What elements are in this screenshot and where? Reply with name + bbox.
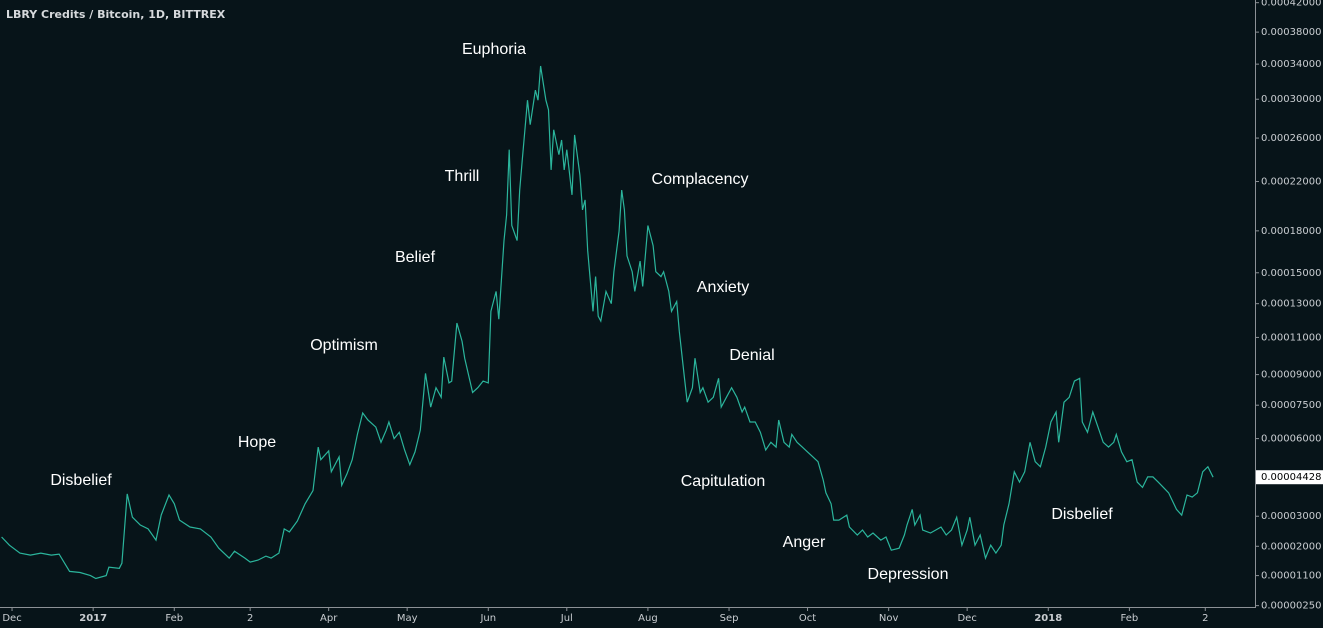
x-tick-label: Feb bbox=[165, 613, 183, 624]
phase-label: Thrill bbox=[445, 168, 480, 185]
phase-label: Euphoria bbox=[462, 41, 526, 58]
x-tick-label: 2 bbox=[247, 613, 253, 624]
y-tick-label: 0.00015000 bbox=[1261, 268, 1321, 279]
phase-label: Denial bbox=[729, 347, 774, 364]
x-tick-label: Dec bbox=[2, 613, 21, 624]
phase-label: Disbelief bbox=[50, 472, 112, 489]
y-tick-label: 0.00013000 bbox=[1261, 299, 1321, 310]
phase-label: Anger bbox=[783, 534, 826, 551]
y-tick-label: 0.00022000 bbox=[1261, 177, 1321, 188]
x-tick-label: 2017 bbox=[79, 613, 107, 624]
y-tick-label: 0.00000250 bbox=[1261, 601, 1321, 612]
chart-title: LBRY Credits / Bitcoin, 1D, BITTREX bbox=[6, 8, 226, 21]
x-tick-label: Aug bbox=[638, 613, 658, 624]
phase-label: Optimism bbox=[310, 337, 378, 354]
y-tick-label: 0.00034000 bbox=[1261, 59, 1321, 70]
x-tick-label: Jul bbox=[560, 613, 573, 624]
phase-label: Disbelief bbox=[1051, 506, 1113, 523]
phase-label: Complacency bbox=[652, 171, 749, 188]
y-tick-label: 0.00003000 bbox=[1261, 511, 1321, 522]
phase-label: Anxiety bbox=[697, 279, 749, 296]
phase-label: Belief bbox=[395, 249, 436, 266]
x-tick-label: 2018 bbox=[1034, 613, 1062, 624]
phase-label: Capitulation bbox=[681, 473, 766, 490]
x-tick-label: Jun bbox=[479, 613, 496, 624]
y-tick-label: 0.00018000 bbox=[1261, 226, 1321, 237]
x-tick-label: Sep bbox=[720, 613, 739, 624]
x-tick-label: Oct bbox=[799, 613, 816, 624]
x-tick-label: Feb bbox=[1121, 613, 1139, 624]
x-tick-label: Dec bbox=[957, 613, 976, 624]
x-tick-label: Apr bbox=[320, 613, 338, 624]
last-price-label: 0.00004428 bbox=[1261, 472, 1321, 483]
y-tick-label: 0.00006000 bbox=[1261, 434, 1321, 445]
phase-label: Hope bbox=[238, 434, 276, 451]
y-tick-label: 0.00007500 bbox=[1261, 400, 1321, 411]
x-tick-label: May bbox=[397, 613, 418, 624]
y-tick-label: 0.00002000 bbox=[1261, 541, 1321, 552]
y-tick-label: 0.00009000 bbox=[1261, 370, 1321, 381]
y-tick-label: 0.00038000 bbox=[1261, 27, 1321, 38]
y-tick-label: 0.00030000 bbox=[1261, 94, 1321, 105]
phase-label: Depression bbox=[868, 566, 949, 583]
y-tick-label: 0.00011000 bbox=[1261, 332, 1321, 343]
price-line bbox=[1, 65, 1214, 580]
x-tick-label: Nov bbox=[879, 613, 899, 624]
y-tick-label: 0.00001100 bbox=[1261, 571, 1321, 582]
y-tick-label: 0.00042000 bbox=[1261, 0, 1321, 9]
x-tick-label: 2 bbox=[1202, 613, 1208, 624]
last-price-box bbox=[1256, 470, 1323, 485]
y-tick-label: 0.00026000 bbox=[1261, 133, 1321, 144]
